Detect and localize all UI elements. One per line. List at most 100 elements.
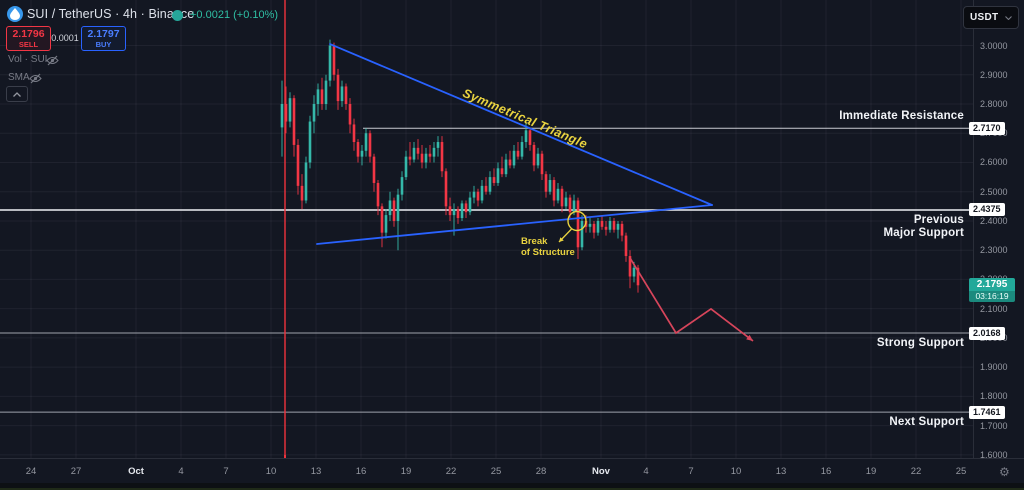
time-label: 4 xyxy=(643,466,649,477)
candle xyxy=(620,223,624,236)
symbol-title[interactable]: SUI / TetherUS · 4h · Binance xyxy=(27,7,195,21)
candle xyxy=(504,159,508,175)
candle xyxy=(300,185,304,201)
candle xyxy=(576,200,580,248)
candle xyxy=(580,220,584,248)
time-label: 13 xyxy=(310,466,322,477)
candle xyxy=(360,150,364,157)
window-bottom-edge xyxy=(0,483,1024,490)
projection-arrowhead xyxy=(746,334,753,341)
time-label: 28 xyxy=(535,466,547,477)
sell-button[interactable]: 2.1796 SELL xyxy=(6,26,51,51)
time-label: 25 xyxy=(955,466,967,477)
candle xyxy=(288,98,292,122)
currency-label: USDT xyxy=(970,12,999,23)
currency-selector-button[interactable]: USDT xyxy=(963,6,1019,29)
volume-hide-eye-icon[interactable] xyxy=(46,55,59,66)
candle xyxy=(532,144,536,166)
time-label: 4 xyxy=(178,466,184,477)
price-tick: 2.3000 xyxy=(980,245,1008,256)
candle xyxy=(472,191,476,198)
immediate-resistance-label[interactable]: Immediate Resistance xyxy=(839,110,964,123)
candle xyxy=(560,188,564,207)
grid xyxy=(0,0,973,458)
candle xyxy=(508,159,512,166)
time-label: 13 xyxy=(775,466,787,477)
candle xyxy=(464,203,468,213)
price-tick: 2.5000 xyxy=(980,186,1008,197)
candle xyxy=(348,104,352,125)
candle xyxy=(284,104,288,122)
triangle-trendline-0[interactable] xyxy=(329,43,713,206)
indicator-sma-label[interactable]: SMA xyxy=(8,72,30,83)
axis-settings-gear-icon[interactable]: ⚙ xyxy=(999,465,1010,479)
candle xyxy=(396,194,400,221)
candle xyxy=(460,203,464,219)
projection-arrow-line[interactable] xyxy=(629,257,754,342)
strong-support-label[interactable]: Strong Support xyxy=(876,337,964,349)
candle xyxy=(588,223,592,227)
candle xyxy=(416,147,420,154)
candle xyxy=(436,142,440,148)
price-tick: 1.8000 xyxy=(980,391,1008,402)
candle xyxy=(604,226,608,230)
price-tick: 1.7000 xyxy=(980,420,1008,431)
candle xyxy=(432,147,436,157)
candle xyxy=(380,206,384,233)
candle xyxy=(612,220,616,230)
price-tick: 2.6000 xyxy=(980,157,1008,168)
candle xyxy=(372,156,376,183)
previous-major-support-label[interactable]: Previous Major Support xyxy=(883,213,964,240)
candle xyxy=(484,185,488,192)
indicator-volume-label[interactable]: Vol · SUI xyxy=(8,54,48,65)
time-label: 25 xyxy=(490,466,502,477)
candle xyxy=(444,171,448,207)
candle xyxy=(632,267,636,277)
bos-circle[interactable] xyxy=(567,210,587,232)
candle xyxy=(376,182,380,207)
candle xyxy=(556,188,560,201)
buy-label: BUY xyxy=(95,40,112,49)
market-status-dot-icon xyxy=(172,10,183,21)
candle xyxy=(400,177,404,195)
price-tick: 2.9000 xyxy=(980,69,1008,80)
sma-hide-eye-icon[interactable] xyxy=(29,73,42,84)
candle xyxy=(428,153,432,157)
price-tick: 3.0000 xyxy=(980,40,1008,51)
candle xyxy=(496,168,500,183)
bos-arrowhead xyxy=(559,237,564,243)
time-axis[interactable]: ⚙ 24 27 Oct 4 7 10 13 16 19 22 25 28 Nov 4 7 10 13 16 19 22… xyxy=(0,458,1024,484)
candle xyxy=(424,153,428,163)
candlestick-chart[interactable] xyxy=(0,0,1024,458)
time-label-month: Nov xyxy=(592,466,610,477)
candle xyxy=(500,168,504,175)
candle xyxy=(544,174,548,192)
buy-button[interactable]: 2.1797 BUY xyxy=(81,26,126,51)
candle xyxy=(536,153,540,166)
candle xyxy=(520,142,524,157)
candle xyxy=(516,150,520,157)
candle xyxy=(404,156,408,178)
candle xyxy=(408,156,412,160)
triangle-trendline-1[interactable] xyxy=(316,204,713,245)
price-tick: 1.6000 xyxy=(980,449,1008,460)
price-axis[interactable]: 1.60001.70001.80001.90002.00002.10002.20… xyxy=(969,0,1024,460)
candle xyxy=(608,220,612,230)
candle xyxy=(296,144,300,186)
time-label: 16 xyxy=(355,466,367,477)
candle xyxy=(420,153,424,163)
resistance-price-badge: 2.7170 xyxy=(969,121,1005,135)
candle xyxy=(616,223,620,230)
last-price-badge: 2.1795 03:16:19 xyxy=(969,278,1015,303)
collapse-legend-button[interactable] xyxy=(6,86,28,102)
candle xyxy=(368,133,372,157)
time-label: 7 xyxy=(223,466,229,477)
time-label: 27 xyxy=(70,466,82,477)
candle xyxy=(340,86,344,102)
candles xyxy=(280,39,640,293)
candle xyxy=(636,267,640,286)
candle xyxy=(440,142,444,172)
break-of-structure-annotation[interactable]: Break of Structure xyxy=(521,236,575,258)
next-support-label[interactable]: Next Support xyxy=(889,416,964,429)
